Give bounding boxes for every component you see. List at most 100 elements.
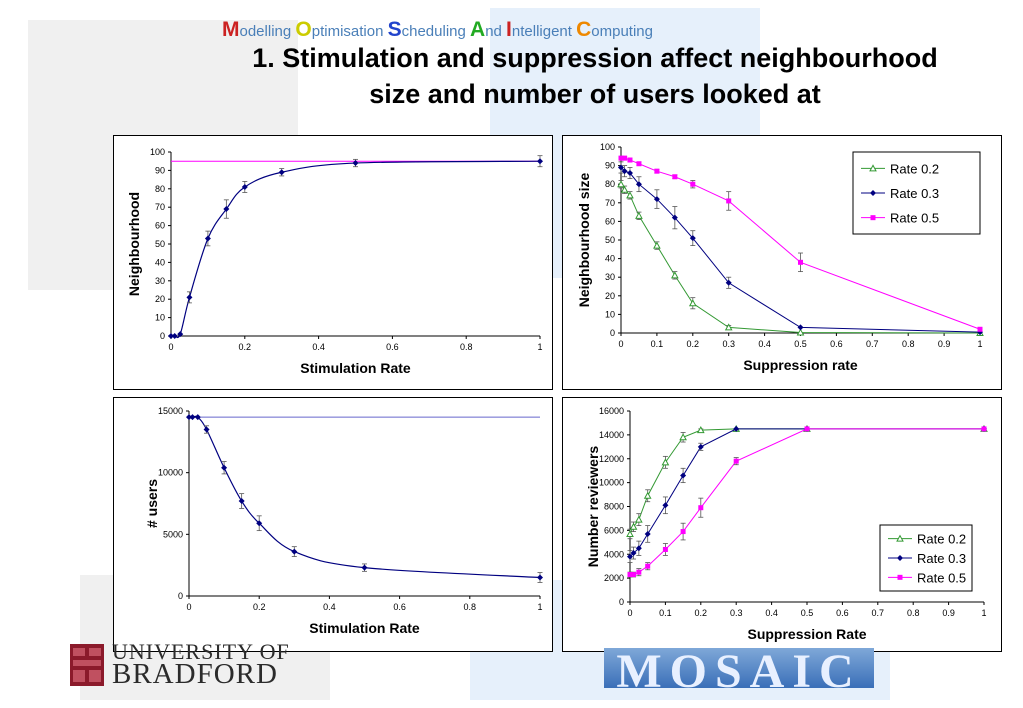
marker-diamond <box>626 170 633 177</box>
marker-diamond <box>635 545 642 552</box>
chart-panel-neighbourhood-vs-suppression: 0 10 20 30 40 50 60 70 80 90 100 0 0.1 0.2 0.3 0.4 0.5 0.… <box>562 135 1002 390</box>
marker-triangle <box>620 185 629 193</box>
x-tick-label: 0.4 <box>323 602 336 612</box>
x-tick-label: 0.3 <box>722 339 735 349</box>
marker-diamond <box>725 279 732 286</box>
marker-diamond <box>733 425 740 432</box>
marker-diamond <box>361 564 368 571</box>
marker-square <box>662 546 668 552</box>
marker-diamond <box>630 550 637 557</box>
x-tick-label: 0.6 <box>830 339 843 349</box>
marker-triangle <box>671 271 679 279</box>
marker-triangle <box>724 323 733 331</box>
y-tick-label: 0 <box>610 328 615 338</box>
y-tick-label: 5000 <box>163 529 183 539</box>
y-tick-label: 100 <box>600 142 615 152</box>
x-axis-label: Suppression Rate <box>747 626 866 642</box>
legend-label: Rate 0.2 <box>890 161 939 176</box>
y-tick-label: 12000 <box>599 454 624 464</box>
y-tick-label: 15000 <box>158 406 183 416</box>
title-line-1: 1. Stimulation and suppression affect ne… <box>252 43 938 73</box>
marker-square <box>627 572 633 578</box>
marker-diamond <box>797 324 804 331</box>
x-tick-label: 0.5 <box>801 608 814 618</box>
y-axis-label: # users <box>144 479 160 528</box>
y-tick-label: 10000 <box>599 478 624 488</box>
marker-square <box>672 174 678 180</box>
x-tick-label: 0.3 <box>730 608 743 618</box>
x-tick-label: 0.8 <box>902 339 915 349</box>
banner-word: odelling <box>239 23 296 40</box>
marker-square <box>636 569 642 575</box>
marker-square <box>804 426 810 432</box>
marker-square <box>645 563 651 569</box>
x-tick-label: 0.4 <box>758 339 771 349</box>
y-axis-label: Neighbourhood size <box>576 173 592 308</box>
banner: Modelling Optimisation Scheduling And In… <box>222 18 722 44</box>
marker-square <box>798 259 803 265</box>
marker-diamond <box>221 464 228 471</box>
x-tick-label: 0.7 <box>866 339 879 349</box>
y-tick-label: 0 <box>178 591 183 601</box>
series-main <box>186 414 543 583</box>
y-tick-label: 6000 <box>604 525 624 535</box>
x-tick-label: 0.4 <box>312 342 325 352</box>
marker-triangle <box>796 328 805 336</box>
y-tick-label: 50 <box>605 235 615 245</box>
y-axis-label: Neighbourhood <box>126 192 142 296</box>
x-tick-label: 0.1 <box>651 339 664 349</box>
series-line <box>630 428 984 576</box>
marker-triangle <box>688 299 697 307</box>
marker-triangle <box>869 164 877 172</box>
marker-diamond <box>186 294 193 301</box>
series-rate-0-3 <box>627 425 987 564</box>
x-tick-label: 0.6 <box>386 342 399 352</box>
y-tick-label: 10 <box>155 313 165 323</box>
y-tick-label: 40 <box>155 257 165 267</box>
x-tick-label: 1 <box>977 339 982 349</box>
y-tick-label: 2000 <box>604 573 624 583</box>
x-tick-label: 0 <box>627 608 632 618</box>
marker-diamond <box>278 169 285 176</box>
marker-square <box>897 574 903 580</box>
marker-triangle <box>661 458 670 466</box>
marker-diamond <box>671 214 678 221</box>
marker-triangle <box>617 180 625 188</box>
banner-initial: A <box>470 18 486 41</box>
marker-diamond <box>352 160 359 167</box>
x-tick-label: 0.8 <box>464 602 477 612</box>
marker-diamond <box>537 158 543 165</box>
chart-reviewers-vs-suppression: 0 2000 4000 6000 8000 10000 12000 14000 16000 0 0.… <box>585 406 988 642</box>
x-tick-label: 1 <box>981 608 986 618</box>
x-tick-label: 0 <box>186 602 191 612</box>
x-tick-label: 0.9 <box>942 608 955 618</box>
marker-diamond <box>203 426 210 433</box>
title-line-2: size and number of users looked at <box>369 79 821 109</box>
marker-diamond <box>194 414 201 421</box>
series-line <box>621 157 981 330</box>
marker-diamond <box>537 574 543 581</box>
marker-diamond <box>291 548 298 555</box>
marker-square <box>977 326 983 332</box>
series-line <box>620 167 981 333</box>
marker-square <box>622 155 628 161</box>
marker-diamond <box>223 206 230 213</box>
marker-triangle <box>626 191 634 199</box>
x-tick-label: 0.2 <box>695 608 708 618</box>
bradford-logo-line-1: UNIVERSITY OF <box>112 639 290 664</box>
y-tick-label: 90 <box>155 165 165 175</box>
banner-word: ntelligent <box>511 23 577 40</box>
y-tick-label: 80 <box>155 184 165 194</box>
university-of-bradford-logo: UNIVERSITY OF BRADFORD <box>68 640 308 690</box>
x-axis-label: Stimulation Rate <box>309 620 420 636</box>
legend-label: Rate 0.3 <box>917 551 966 566</box>
series-line <box>170 160 541 339</box>
marker-diamond <box>621 168 628 175</box>
x-tick-label: 0.8 <box>460 342 473 352</box>
y-tick-label: 100 <box>150 147 165 157</box>
marker-diamond <box>644 530 651 537</box>
x-tick-label: 0.5 <box>794 339 807 349</box>
x-tick-label: 1 <box>537 342 542 352</box>
y-tick-label: 8000 <box>604 502 624 512</box>
series-rate-0-2 <box>617 180 984 336</box>
